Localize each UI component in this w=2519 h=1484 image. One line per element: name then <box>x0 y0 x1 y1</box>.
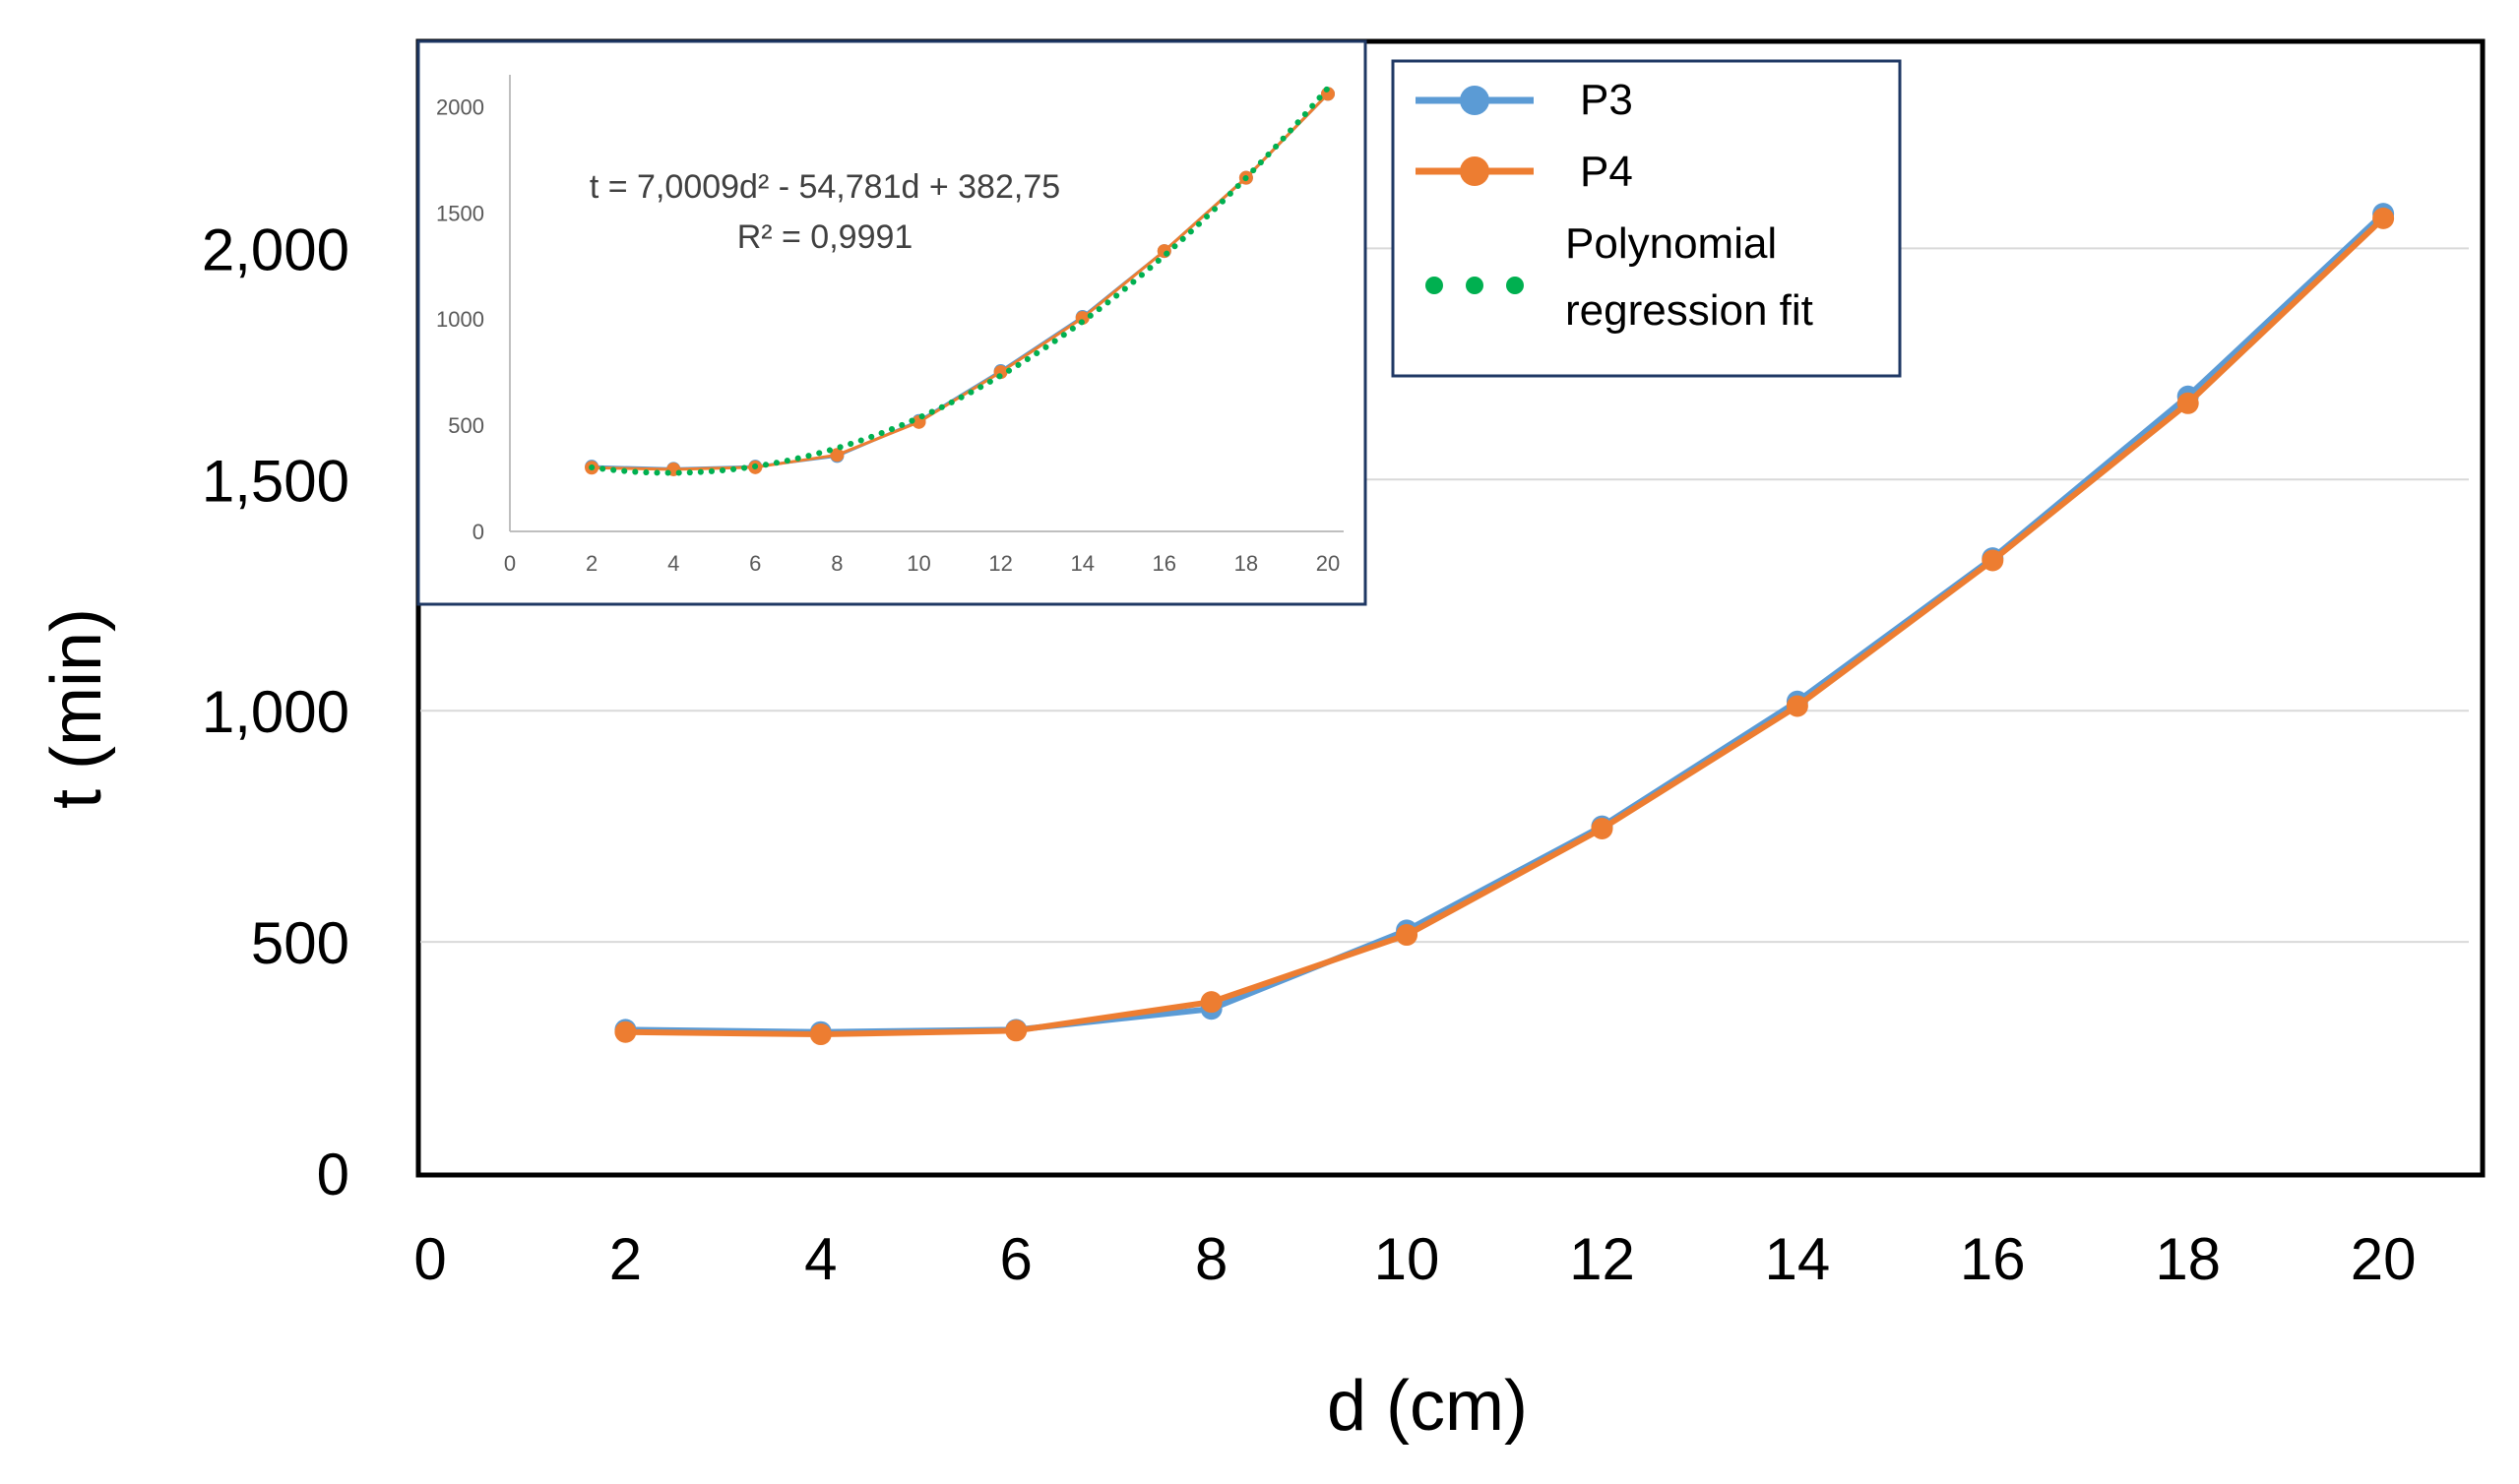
main-point-p4-4 <box>809 1023 832 1046</box>
inset-x-tick-6: 12 <box>988 551 1012 576</box>
legend-p3-label: P3 <box>1580 76 1633 124</box>
legend-fit-dot-3 <box>1506 277 1524 294</box>
main-point-p4-6 <box>1005 1020 1028 1042</box>
main-x-tick-2: 4 <box>804 1226 837 1292</box>
main-x-tick-1: 2 <box>609 1226 642 1292</box>
main-x-tick-6: 12 <box>1569 1226 1635 1292</box>
main-x-tick-5: 10 <box>1374 1226 1440 1292</box>
inset-x-tick-2: 4 <box>667 551 679 576</box>
inset-x-tick-4: 8 <box>831 551 843 576</box>
x-axis-label: d (cm) <box>1327 1367 1528 1446</box>
main-series <box>614 203 2395 1046</box>
main-point-p4-8 <box>1200 991 1223 1014</box>
legend-item-fit: Polynomial regression fit <box>1425 219 1813 335</box>
main-point-p4-12 <box>1591 818 1613 840</box>
main-y-tick-2: 1,000 <box>202 679 349 745</box>
main-point-p4-14 <box>1786 695 1808 717</box>
inset-y-tick-3: 1500 <box>436 201 484 225</box>
main-x-tick-10: 20 <box>2351 1226 2417 1292</box>
legend-fit-dot-1 <box>1425 277 1443 294</box>
inset-axes <box>509 75 1344 532</box>
inset-x-tick-1: 2 <box>586 551 598 576</box>
inset-y-tick-2: 1000 <box>436 307 484 332</box>
main-x-tick-labels: 0 2 4 6 8 10 12 14 16 18 20 <box>413 1226 2416 1292</box>
legend-fit-label-line-1: Polynomial <box>1565 219 1777 268</box>
inset-x-tick-10: 20 <box>1316 551 1340 576</box>
inset-point-p4-8 <box>830 448 845 463</box>
legend-item-p4: P4 <box>1416 148 1633 196</box>
legend-fit-label: Polynomial regression fit <box>1565 219 1813 335</box>
inset-y-tick-labels: 0 500 1000 1500 2000 <box>436 94 484 544</box>
main-point-p4-20 <box>2372 207 2395 229</box>
inset-x-tick-9: 18 <box>1234 551 1258 576</box>
inset-y-tick-4: 2000 <box>436 94 484 119</box>
inset-regression-fit <box>589 85 1331 476</box>
main-x-tick-7: 14 <box>1765 1226 1831 1292</box>
main-x-tick-3: 6 <box>1000 1226 1033 1292</box>
inset-x-tick-7: 14 <box>1070 551 1094 576</box>
inset-x-tick-8: 16 <box>1153 551 1176 576</box>
legend-fit-label-line-2: regression fit <box>1565 286 1813 335</box>
main-y-tick-labels: 0 500 1,000 1,500 2,000 <box>202 216 349 1207</box>
legend-p3-marker <box>1460 86 1489 115</box>
inset-y-tick-0: 0 <box>472 520 484 544</box>
y-axis-label: t (min) <box>37 608 116 809</box>
inset-fit-curve <box>589 85 1331 476</box>
main-x-tick-0: 0 <box>413 1226 446 1292</box>
inset-frame <box>416 39 1367 606</box>
main-x-tick-9: 18 <box>2155 1226 2221 1292</box>
inset-x-tick-labels: 0 2 4 6 8 10 12 14 16 18 20 <box>504 551 1340 576</box>
inset-point-p4-16 <box>1157 244 1171 259</box>
legend-fit-dot-2 <box>1466 277 1483 294</box>
main-x-tick-8: 16 <box>1960 1226 2026 1292</box>
main-point-p4-16 <box>1982 549 2004 572</box>
main-y-tick-0: 0 <box>317 1142 349 1207</box>
inset-x-tick-5: 10 <box>907 551 930 576</box>
main-x-tick-4: 8 <box>1195 1226 1228 1292</box>
inset-y-tick-1: 500 <box>448 413 484 438</box>
legend-item-p3: P3 <box>1416 76 1633 124</box>
inset-x-tick-0: 0 <box>504 551 516 576</box>
main-point-p4-18 <box>2176 392 2199 414</box>
main-point-p4-10 <box>1396 924 1418 947</box>
main-y-tick-1: 500 <box>251 910 349 976</box>
regression-equation: t = 7,0009d² - 54,781d + 382,75 <box>590 168 1060 206</box>
inset-x-tick-3: 6 <box>749 551 761 576</box>
legend-p4-label: P4 <box>1580 148 1633 196</box>
main-point-p4-2 <box>614 1020 637 1043</box>
main-line-p4 <box>625 216 2386 1038</box>
main-y-tick-4: 2,000 <box>202 216 349 282</box>
r-squared-label: R² = 0,9991 <box>737 218 913 256</box>
main-y-tick-3: 1,500 <box>202 448 349 514</box>
legend-p4-marker <box>1460 156 1489 186</box>
